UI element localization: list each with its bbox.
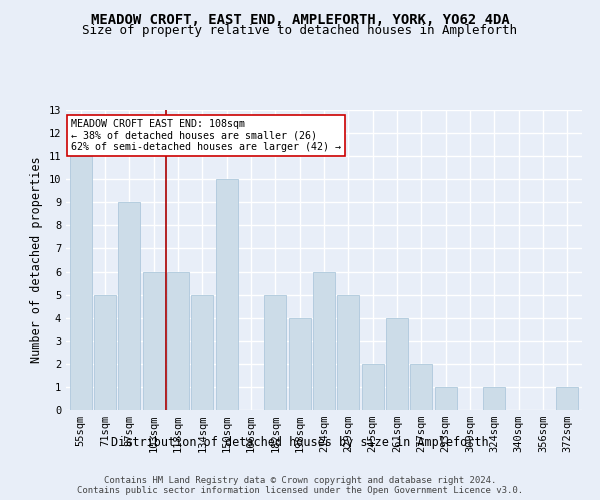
Bar: [386, 318, 408, 410]
Bar: [484, 387, 505, 410]
Bar: [362, 364, 383, 410]
Bar: [167, 272, 189, 410]
Bar: [118, 202, 140, 410]
Bar: [215, 179, 238, 410]
Y-axis label: Number of detached properties: Number of detached properties: [30, 156, 43, 364]
Bar: [70, 156, 92, 410]
Bar: [435, 387, 457, 410]
Bar: [313, 272, 335, 410]
Bar: [94, 294, 116, 410]
Bar: [143, 272, 164, 410]
Bar: [289, 318, 311, 410]
Text: Size of property relative to detached houses in Ampleforth: Size of property relative to detached ho…: [83, 24, 517, 37]
Text: Contains HM Land Registry data © Crown copyright and database right 2024.
Contai: Contains HM Land Registry data © Crown c…: [77, 476, 523, 495]
Text: MEADOW CROFT EAST END: 108sqm
← 38% of detached houses are smaller (26)
62% of s: MEADOW CROFT EAST END: 108sqm ← 38% of d…: [71, 119, 341, 152]
Bar: [556, 387, 578, 410]
Bar: [191, 294, 213, 410]
Text: MEADOW CROFT, EAST END, AMPLEFORTH, YORK, YO62 4DA: MEADOW CROFT, EAST END, AMPLEFORTH, YORK…: [91, 12, 509, 26]
Text: Distribution of detached houses by size in Ampleforth: Distribution of detached houses by size …: [111, 436, 489, 449]
Bar: [337, 294, 359, 410]
Bar: [265, 294, 286, 410]
Bar: [410, 364, 433, 410]
